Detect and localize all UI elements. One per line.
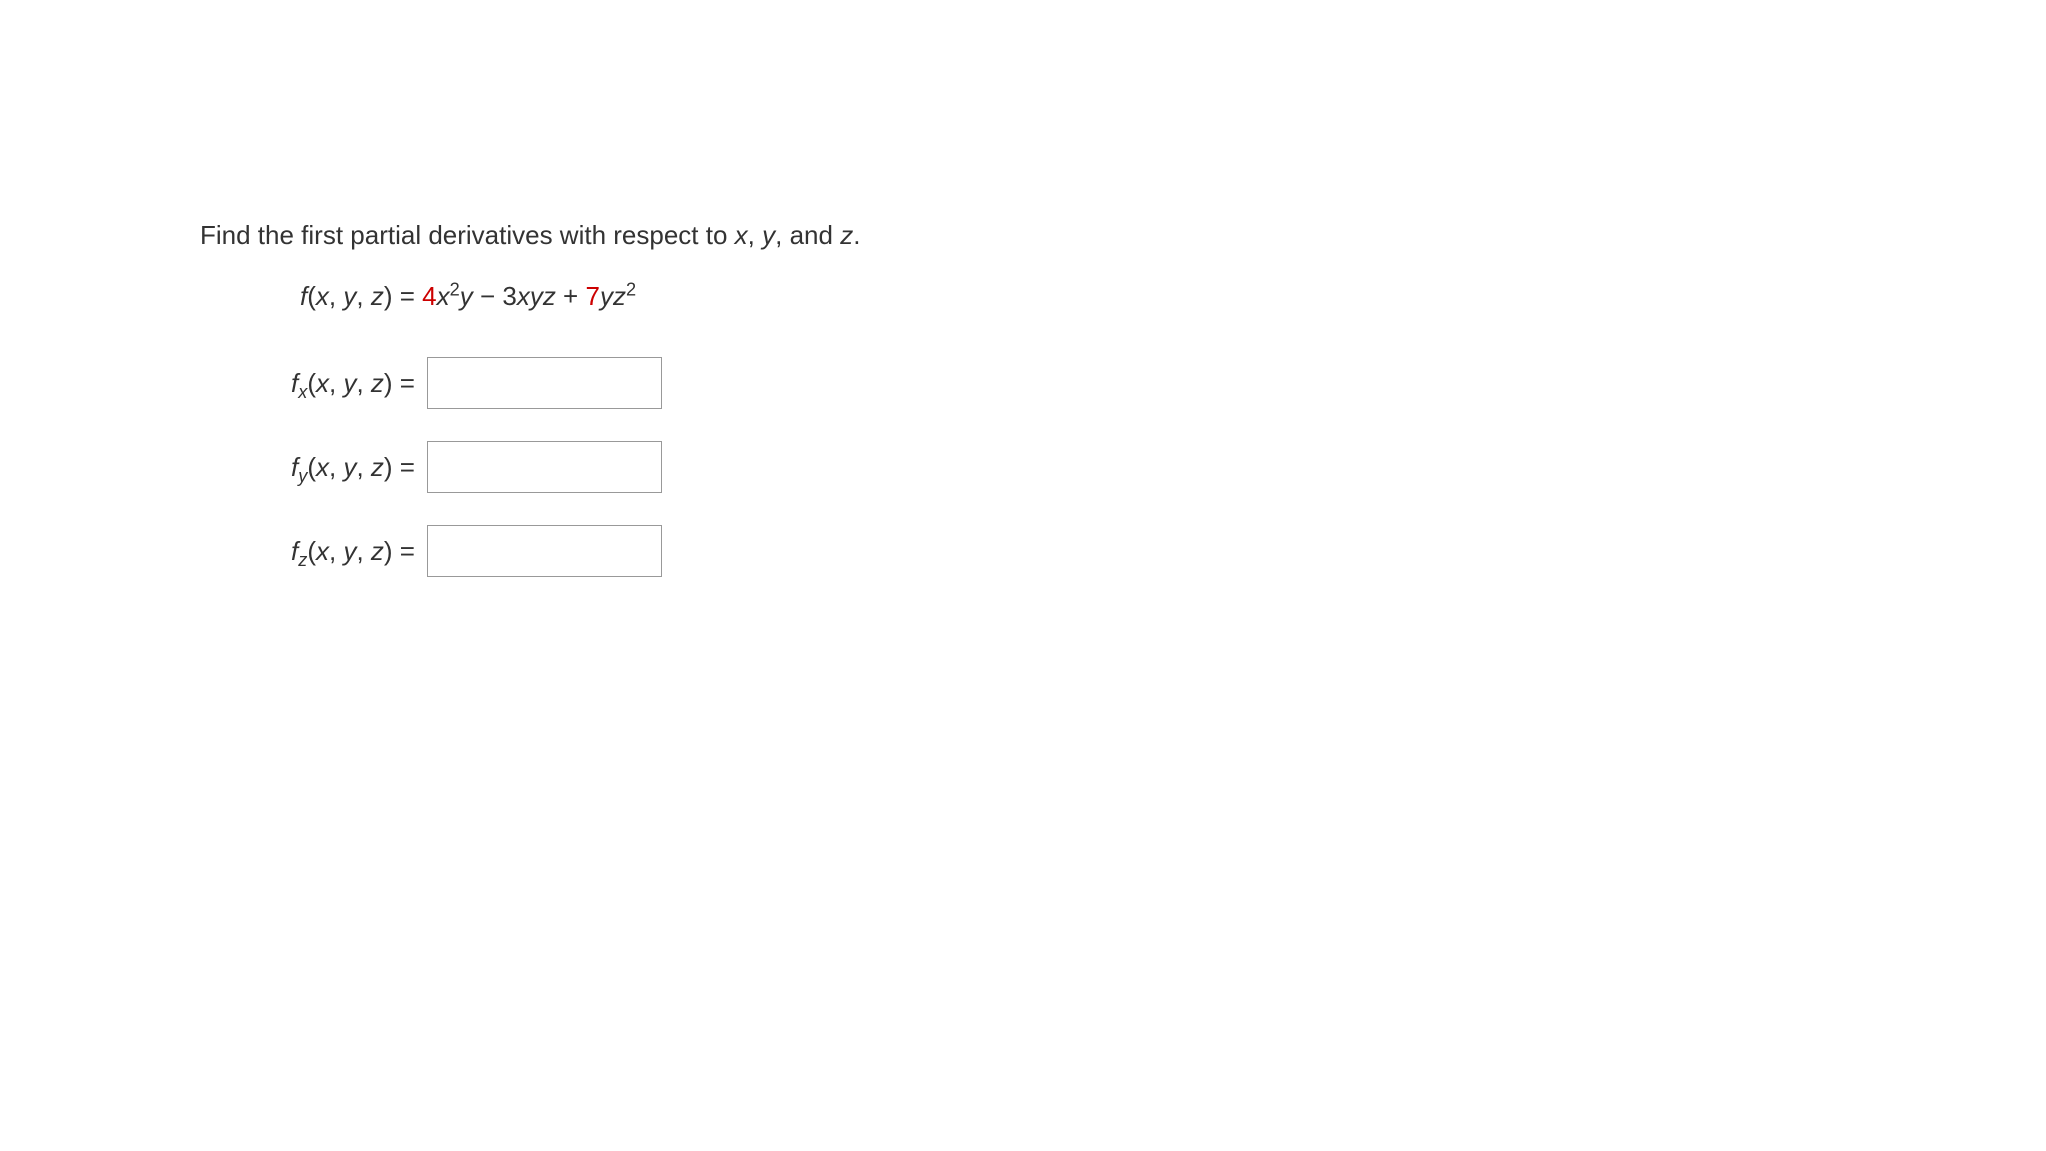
input-fz[interactable] (427, 525, 662, 577)
fz-z: z (371, 536, 384, 566)
fz-close: ) (384, 536, 393, 566)
eq-t2y: y (530, 281, 543, 311)
fz-x: x (316, 536, 329, 566)
eq-t1y: y (460, 281, 473, 311)
fx-eq: = (393, 368, 415, 398)
fx-x: x (316, 368, 329, 398)
eq-t2z: z (543, 281, 556, 311)
answer-row-fx: fx(x, y, z) = (210, 357, 1100, 409)
prompt-period: . (853, 220, 860, 250)
fy-c2: , (356, 452, 370, 482)
fx-z: z (371, 368, 384, 398)
eq-t3z: z (613, 281, 626, 311)
prompt-var-y: y (762, 220, 775, 250)
fy-y: y (343, 452, 356, 482)
eq-t2x: x (517, 281, 530, 311)
eq-exp3: 2 (626, 279, 636, 299)
answer-row-fy: fy(x, y, z) = (210, 441, 1100, 493)
eq-equals: = (392, 281, 422, 311)
question-container: Find the first partial derivatives with … (200, 220, 1100, 577)
fy-z: z (371, 452, 384, 482)
input-fx[interactable] (427, 357, 662, 409)
input-fy[interactable] (427, 441, 662, 493)
fx-close: ) (384, 368, 393, 398)
fz-eq: = (393, 536, 415, 566)
question-prompt: Find the first partial derivatives with … (200, 220, 1100, 251)
fx-y: y (343, 368, 356, 398)
prompt-comma2: , and (775, 220, 840, 250)
eq-open: ( (307, 281, 316, 311)
eq-z: z (371, 281, 384, 311)
fz-open: ( (307, 536, 316, 566)
eq-coef3: 7 (585, 281, 599, 311)
fz-sub: z (298, 550, 307, 570)
fy-c1: , (329, 452, 343, 482)
eq-minus: − (473, 281, 503, 311)
eq-t1x: x (437, 281, 450, 311)
eq-exp1: 2 (450, 279, 460, 299)
eq-plus: + (556, 281, 586, 311)
eq-y: y (343, 281, 356, 311)
fz-y: y (343, 536, 356, 566)
prompt-var-x: x (735, 220, 748, 250)
fy-sub: y (298, 466, 307, 486)
fy-close: ) (384, 452, 393, 482)
eq-x: x (316, 281, 329, 311)
eq-coef2: 3 (502, 281, 516, 311)
fz-c2: , (356, 536, 370, 566)
fx-c1: , (329, 368, 343, 398)
fx-sub: x (298, 382, 307, 402)
label-fx: fx(x, y, z) = (210, 368, 415, 399)
fz-c1: , (329, 536, 343, 566)
eq-coef1: 4 (422, 281, 436, 311)
fx-c2: , (356, 368, 370, 398)
answer-row-fz: fz(x, y, z) = (210, 525, 1100, 577)
prompt-var-z: z (840, 220, 853, 250)
eq-t3y: y (600, 281, 613, 311)
fy-eq: = (393, 452, 415, 482)
prompt-comma1: , (748, 220, 762, 250)
fy-x: x (316, 452, 329, 482)
label-fy: fy(x, y, z) = (210, 452, 415, 483)
eq-c1: , (329, 281, 343, 311)
eq-c2: , (356, 281, 370, 311)
prompt-text: Find the first partial derivatives with … (200, 220, 735, 250)
fx-open: ( (307, 368, 316, 398)
label-fz: fz(x, y, z) = (210, 536, 415, 567)
function-equation: f(x, y, z) = 4x2y − 3xyz + 7yz2 (300, 281, 1100, 312)
fy-open: ( (307, 452, 316, 482)
